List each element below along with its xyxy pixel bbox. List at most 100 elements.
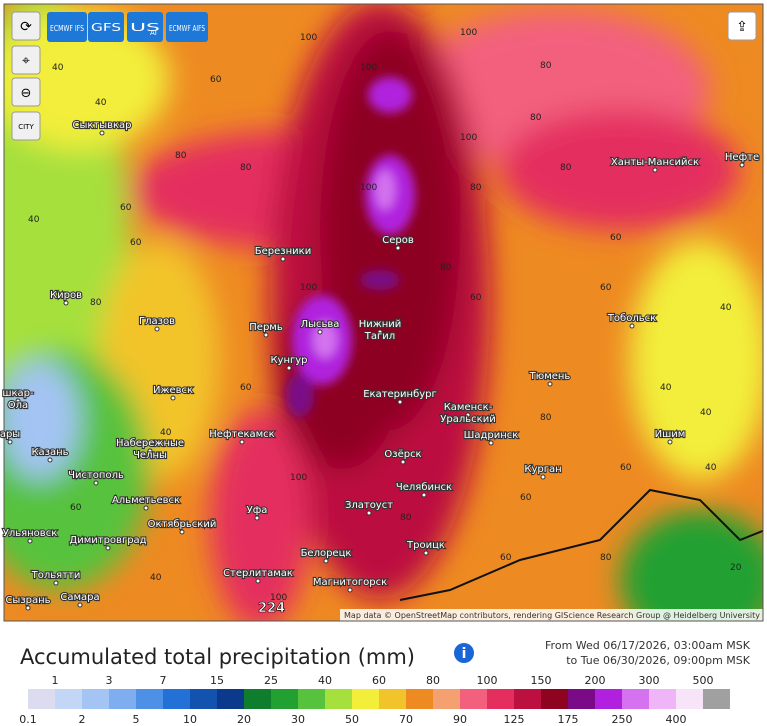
period: to Tue 06/30/2026, 09:00pm MSK (566, 654, 751, 667)
contour-label: 100 (360, 63, 377, 73)
title: Accumulated total precipitation (mm) (20, 645, 415, 669)
share-icon: ⇪ (736, 19, 748, 35)
city-label: Альметьевск (112, 495, 180, 506)
city-label: Лысьва (301, 319, 340, 330)
share-button[interactable] (727, 11, 757, 41)
legend-swatch (487, 689, 514, 709)
city-label: Серов (382, 235, 414, 246)
city-label: Сызрань (5, 595, 50, 606)
legend-label: 15 (210, 674, 224, 687)
city-dot (323, 558, 329, 564)
model-label: US (130, 21, 160, 34)
city-label: Тобольск (607, 313, 656, 324)
tool-button[interactable] (11, 111, 41, 141)
model-button[interactable] (166, 12, 208, 42)
city-dot (143, 505, 149, 511)
contour-label: 80 (560, 163, 572, 173)
legend-label: 200 (585, 674, 606, 687)
city-label: Курган (524, 464, 561, 475)
contour-label: 80 (90, 298, 102, 308)
model-button[interactable] (127, 12, 163, 42)
info-glyph: i (462, 646, 467, 662)
city-dot (423, 550, 429, 556)
legend-swatch (541, 689, 568, 709)
city-label: Нефте (725, 152, 759, 163)
city-label: Белорецк (301, 548, 352, 559)
contour-label: 80 (540, 413, 552, 423)
legend-swatch (163, 689, 190, 709)
map-frame (3, 3, 764, 622)
tool-button[interactable] (11, 11, 41, 41)
legend-label: 5 (133, 713, 140, 726)
city-label: Нижний (359, 319, 402, 330)
city-label: Ульяновск (3, 528, 57, 539)
contour-label: 100 (290, 473, 307, 483)
contour-label: 40 (700, 408, 712, 418)
legend-swatch (109, 689, 136, 709)
city-dot (239, 439, 245, 445)
legend-label: 25 (264, 674, 278, 687)
city-dot (547, 381, 553, 387)
legend-swatch (622, 689, 649, 709)
city-label: Тюмень (529, 371, 571, 382)
legend-swatch (649, 689, 676, 709)
legend-swatch (82, 689, 109, 709)
city-dot (179, 529, 185, 535)
city-label: Каменск- (444, 402, 493, 413)
contour-label: 80 (400, 513, 412, 523)
legend-label: 3 (106, 674, 113, 687)
city-dot (93, 480, 99, 486)
location-icon: ⌖ (22, 53, 30, 69)
legend-label: 100 (477, 674, 498, 687)
legend-label: 7 (160, 674, 167, 687)
city-label: Троицк (406, 540, 445, 551)
contour-label: 40 (160, 428, 172, 438)
legend-label: 80 (426, 674, 440, 687)
city-dot (105, 545, 111, 551)
city-label: Казань (31, 447, 68, 458)
model-button[interactable] (88, 12, 124, 42)
city-dot (421, 492, 427, 498)
contour-label: 80 (530, 113, 542, 123)
city-dot (397, 399, 403, 405)
city-dot (15, 398, 21, 404)
tool-button[interactable] (11, 77, 41, 107)
contour-label: 20 (730, 563, 742, 573)
tool-button[interactable] (11, 45, 41, 75)
city-dot (263, 332, 269, 338)
city-dot (255, 578, 261, 584)
legend-label: 60 (372, 674, 386, 687)
model-label: GFS (91, 21, 121, 34)
contour-label: 80 (240, 163, 252, 173)
city-label: Стерлитамак (223, 568, 293, 579)
legend-label: 90 (453, 713, 467, 726)
legend-swatch (28, 689, 55, 709)
legend-swatch (433, 689, 460, 709)
legend-swatch (460, 689, 487, 709)
city-label: Сыктывкар (72, 120, 131, 131)
model-label: ECMWF AIFS (169, 24, 205, 33)
city-dot (629, 323, 635, 329)
legend-label: 1 (52, 674, 59, 687)
city-dot (395, 245, 401, 251)
zoom-icon: ⊖ (21, 86, 32, 101)
legend-label: 500 (693, 674, 714, 687)
city-dot (47, 457, 53, 463)
contour-label: 60 (470, 293, 482, 303)
contour-label: 80 (440, 263, 452, 273)
contour-label: 100 (300, 283, 317, 293)
legend-label: 150 (531, 674, 552, 687)
contour-label: 40 (95, 98, 107, 108)
city-dot (77, 602, 83, 608)
city-label: шкар- (2, 388, 34, 399)
contour-label: 80 (175, 151, 187, 161)
info-icon[interactable] (454, 643, 474, 663)
contour-label: 100 (270, 593, 287, 603)
city-label: Ола (8, 400, 28, 411)
legend-label: 20 (237, 713, 251, 726)
legend-swatch (514, 689, 541, 709)
contour-label: 100 (360, 183, 377, 193)
city-label: Березники (255, 246, 311, 257)
model-button[interactable] (47, 12, 87, 42)
legend-swatch (568, 689, 595, 709)
